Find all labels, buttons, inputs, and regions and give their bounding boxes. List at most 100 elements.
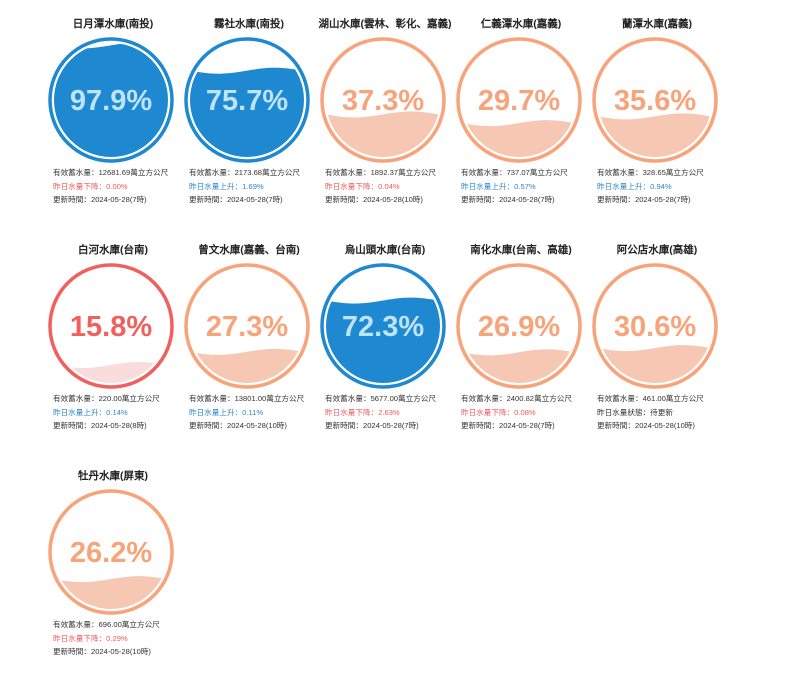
- storage-unit: 萬立方公尺: [534, 394, 572, 403]
- gauge-ring: [48, 37, 174, 163]
- water-fill: [598, 113, 712, 157]
- reservoir-info: 有效蓄水量：737.07萬立方公尺 昨日水量上升：0.57% 更新時間：2024-0…: [453, 166, 589, 207]
- change-line: 昨日水量下降：0.08%: [461, 407, 536, 417]
- storage-line: 有效蓄水量：737.07萬立方公尺: [461, 166, 589, 180]
- storage-prefix: 有效蓄水量：: [189, 394, 235, 403]
- water-fill: [54, 43, 168, 157]
- water-level-gauge: 35.6%: [592, 37, 718, 163]
- updated-value: 2024-05-28(7時): [634, 195, 691, 204]
- reservoir-name: 南化水庫(台南、高雄): [470, 244, 572, 256]
- storage-line: 有效蓄水量：2400.82萬立方公尺: [461, 392, 589, 406]
- percentage-label: 37.3%: [342, 85, 424, 117]
- reservoir-card: 阿公店水庫(高雄) 30.6% 有效蓄水量：461.00萬立方公尺 昨日水量狀態：待更…: [589, 236, 725, 462]
- storage-line: 有效蓄水量：1892.37萬立方公尺: [325, 166, 453, 180]
- updated-value: 2024-05-28(7時): [90, 195, 147, 204]
- storage-value: 12681.69: [98, 168, 131, 177]
- storage-unit: 萬立方公尺: [266, 394, 305, 403]
- water-level-gauge: 97.9%: [48, 37, 174, 163]
- reservoir-info: 有效蓄水量：461.00萬立方公尺 昨日水量狀態：待更新 更新時間：2024-05-…: [589, 392, 725, 433]
- storage-unit: 萬立方公尺: [665, 168, 704, 177]
- change-line: 昨日水量下降：0.00%: [53, 181, 128, 191]
- storage-value: 696.00: [98, 620, 122, 629]
- reservoir-card: 烏山頭水庫(台南) 72.3% 有效蓄水量：5677.00萬立方公尺 昨日水量下降：2…: [317, 236, 453, 462]
- storage-value: 328.65: [642, 168, 666, 177]
- reservoir-card: 仁義潭水庫(嘉義) 29.7% 有效蓄水量：737.07萬立方公尺 昨日水量上升：0.…: [453, 10, 589, 236]
- water-level-gauge: 27.3%: [184, 263, 310, 389]
- storage-value: 2400.82: [506, 394, 535, 403]
- updated-line: 更新時間：2024-05-28(8時): [53, 419, 181, 433]
- percentage-label: 97.9%: [70, 85, 152, 117]
- reservoir-card: 曾文水庫(嘉義、台南) 27.3% 有效蓄水量：13801.00萬立方公尺 昨日水量上…: [181, 236, 317, 462]
- storage-value: 2173.68: [234, 168, 263, 177]
- storage-line: 有效蓄水量：461.00萬立方公尺: [597, 392, 725, 406]
- reservoir-info: 有效蓄水量：2400.82萬立方公尺 昨日水量下降：0.08% 更新時間：2024-…: [453, 392, 589, 433]
- storage-line: 有效蓄水量：328.65萬立方公尺: [597, 166, 725, 180]
- updated-value: 2024-05-28(7時): [226, 195, 283, 204]
- reservoir-card: 白河水庫(台南) 15.8% 有效蓄水量：220.00萬立方公尺 昨日水量上升：0.1…: [45, 236, 181, 462]
- updated-prefix: 更新時間：: [597, 195, 635, 204]
- storage-line: 有效蓄水量：5677.00萬立方公尺: [325, 392, 453, 406]
- updated-line: 更新時間：2024-05-28(7時): [325, 419, 453, 433]
- percentage-label: 30.6%: [614, 311, 696, 343]
- water-fill: [54, 361, 168, 383]
- storage-value: 5677.00: [370, 394, 399, 403]
- reservoir-name: 阿公店水庫(高雄): [616, 244, 698, 256]
- updated-prefix: 更新時間：: [53, 421, 91, 430]
- storage-prefix: 有效蓄水量：: [325, 394, 371, 403]
- storage-line: 有效蓄水量：12681.69萬立方公尺: [53, 166, 181, 180]
- storage-unit: 萬立方公尺: [130, 168, 169, 177]
- water-fill: [326, 111, 440, 157]
- change-line: 昨日水量下降：0.04%: [325, 181, 400, 191]
- water-fill: [190, 67, 304, 157]
- updated-prefix: 更新時間：: [53, 647, 91, 656]
- storage-unit: 萬立方公尺: [398, 168, 436, 177]
- reservoir-name: 烏山頭水庫(台南): [344, 244, 426, 256]
- change-line: 昨日水量下降：2.63%: [325, 407, 400, 417]
- storage-value: 461.00: [642, 394, 666, 403]
- reservoir-card: 蘭潭水庫(嘉義) 35.6% 有效蓄水量：328.65萬立方公尺 昨日水量上升：0.9…: [589, 10, 725, 236]
- reservoir-card: 日月潭水庫(南投) 97.9% 有效蓄水量：12681.69萬立方公尺 昨日水量下降：…: [45, 10, 181, 236]
- change-line: 昨日水量上升：0.94%: [597, 181, 672, 191]
- reservoir-name: 白河水庫(台南): [78, 244, 148, 256]
- updated-value: 2024-05-28(10時): [90, 647, 151, 656]
- change-line: 昨日水量狀態：待更新: [597, 407, 673, 417]
- gauge-ring: [592, 37, 718, 163]
- updated-value: 2024-05-28(10時): [362, 195, 423, 204]
- reservoir-card: 霧社水庫(南投) 75.7% 有效蓄水量：2173.68萬立方公尺 昨日水量上升：1.…: [181, 10, 317, 236]
- gauge-ring: [184, 263, 310, 389]
- storage-prefix: 有效蓄水量：: [53, 394, 99, 403]
- updated-line: 更新時間：2024-05-28(7時): [461, 419, 589, 433]
- storage-unit: 萬立方公尺: [262, 168, 300, 177]
- reservoir-card: 南化水庫(台南、高雄) 26.9% 有效蓄水量：2400.82萬立方公尺 昨日水量下降…: [453, 236, 589, 462]
- updated-prefix: 更新時間：: [461, 195, 499, 204]
- reservoir-name: 牡丹水庫(屏東): [78, 470, 148, 482]
- storage-unit: 萬立方公尺: [398, 394, 436, 403]
- updated-value: 2024-05-28(10時): [226, 421, 287, 430]
- updated-prefix: 更新時間：: [461, 421, 499, 430]
- storage-value: 1892.37: [370, 168, 399, 177]
- updated-line: 更新時間：2024-05-28(7時): [53, 193, 181, 207]
- reservoir-info: 有效蓄水量：5677.00萬立方公尺 昨日水量下降：2.63% 更新時間：2024-…: [317, 392, 453, 433]
- updated-line: 更新時間：2024-05-28(7時): [461, 193, 589, 207]
- storage-unit: 萬立方公尺: [121, 394, 160, 403]
- gauge-ring: [456, 263, 582, 389]
- gauge-ring: [592, 263, 718, 389]
- reservoir-info: 有效蓄水量：696.00萬立方公尺 昨日水量下降：0.29% 更新時間：2024-0…: [45, 618, 181, 659]
- updated-prefix: 更新時間：: [189, 421, 227, 430]
- reservoir-info: 有效蓄水量：13801.00萬立方公尺 昨日水量上升：0.11% 更新時間：2024…: [181, 392, 317, 433]
- change-line: 昨日水量下降：0.29%: [53, 633, 128, 643]
- change-line: 昨日水量上升：0.11%: [189, 407, 264, 417]
- storage-line: 有效蓄水量：13801.00萬立方公尺: [189, 392, 317, 406]
- reservoir-card: 湖山水庫(雲林、彰化、嘉義) 37.3% 有效蓄水量：1892.37萬立方公尺 昨日水…: [317, 10, 453, 236]
- gauge-ring: [48, 263, 174, 389]
- gauge-ring: [320, 37, 446, 163]
- gauge-ring: [320, 263, 446, 389]
- reservoir-name: 霧社水庫(南投): [214, 18, 284, 30]
- gauge-ring: [48, 489, 174, 615]
- percentage-label: 15.8%: [70, 311, 152, 343]
- water-fill: [598, 345, 712, 383]
- updated-line: 更新時間：2024-05-28(7時): [597, 193, 725, 207]
- reservoir-name: 曾文水庫(嘉義、台南): [198, 244, 300, 256]
- updated-prefix: 更新時間：: [53, 195, 91, 204]
- reservoir-info: 有效蓄水量：12681.69萬立方公尺 昨日水量下降：0.00% 更新時間：2024…: [45, 166, 181, 207]
